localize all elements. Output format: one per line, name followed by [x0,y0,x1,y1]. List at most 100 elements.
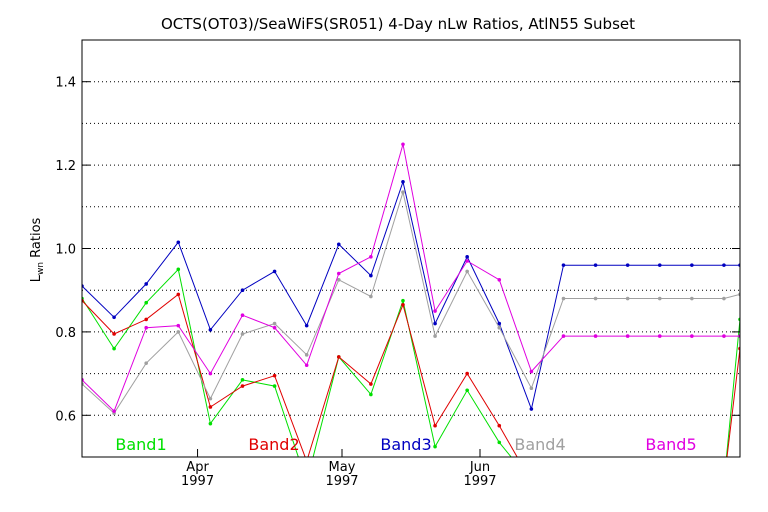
data-point-band2 [658,480,662,484]
legend-entry-band2: Band2 [248,435,299,454]
data-point-band3 [625,263,630,267]
y-axis-label-main: L [29,274,44,282]
data-point-band4 [529,386,534,390]
data-point-band1 [433,444,437,449]
data-point-band2 [690,480,694,484]
data-point-band3 [561,263,566,267]
data-point-band2 [594,480,598,484]
data-point-band4 [369,294,373,299]
data-point-band5 [304,363,309,368]
data-point-band2 [144,317,148,322]
grid-lines [82,81,740,416]
data-point-band1 [722,480,726,484]
data-point-band4 [657,296,662,301]
data-point-band1 [562,480,566,484]
data-point-band3 [690,263,694,267]
y-tick-label: 0.6 [55,409,76,424]
x-tick-month: Apr [186,460,209,475]
data-point-band1 [690,480,694,484]
data-point-band5 [561,334,566,338]
legend: Band1 Band2 Band3 Band4 Band5 [115,435,696,454]
data-point-band4 [465,269,469,274]
series-line-band1 [82,268,740,457]
data-point-band2 [272,373,277,378]
data-point-band5 [369,255,373,259]
y-axis-label: Lwn Ratios [29,217,46,282]
data-point-band2 [497,423,502,428]
data-point-band2 [176,292,181,297]
data-point-band2 [562,480,566,484]
data-point-band2 [112,332,116,336]
data-point-band4 [336,277,341,282]
data-point-band5 [144,325,148,330]
data-point-band3 [722,263,726,267]
legend-entry-band4: Band4 [514,435,565,454]
data-point-band1 [272,384,277,388]
data-point-band3 [529,407,534,411]
data-point-band5 [272,325,277,330]
data-point-band1 [176,267,181,272]
data-point-band4 [208,396,213,401]
x-tick-year: 1997 [181,474,214,489]
data-point-band5 [208,371,213,376]
data-point-band2 [305,459,309,463]
data-point-band2 [626,480,630,484]
data-point-band4 [240,332,245,336]
data-point-band4 [497,325,502,330]
data-point-band4 [176,330,181,334]
data-point-band5 [625,334,630,338]
data-point-band2 [433,423,437,428]
y-tick-label: 0.8 [55,326,76,341]
data-point-band2 [336,355,341,359]
data-point-band3 [401,179,405,184]
data-point-band3 [112,315,116,320]
data-point-band4 [625,296,630,301]
data-point-band4 [593,296,598,301]
x-tick-year: 1997 [325,474,358,489]
legend-entry-band5: Band5 [645,435,696,454]
data-point-band3 [657,263,662,267]
data-point-band4 [690,296,694,301]
data-point-band1 [594,480,598,484]
data-point-band5 [112,409,116,413]
data-point-band4 [561,296,566,301]
data-point-band1 [305,480,309,484]
data-point-band3 [433,321,437,326]
y-tick-label: 1.2 [55,159,76,174]
x-tick-year: 1997 [463,474,496,489]
data-point-band4 [272,321,277,326]
data-point-band3 [272,269,277,274]
data-point-band3 [176,240,181,245]
data-point-band1 [530,480,534,484]
series-line-band5 [82,144,740,412]
data-point-band2 [240,384,245,388]
data-point-band2 [530,480,534,484]
data-point-band5 [593,334,598,338]
data-point-band1 [208,421,213,426]
series-line-band3 [82,179,740,411]
series-line-band2 [82,293,740,457]
data-point-band5 [433,309,437,313]
data-point-band1 [144,300,148,305]
data-point-band5 [176,323,181,328]
data-point-band5 [401,142,405,147]
data-point-band2 [369,382,373,386]
data-point-band3 [208,328,213,332]
data-point-band1 [465,388,469,393]
data-point-band1 [112,346,116,351]
data-point-band3 [304,323,309,328]
x-tick-month: Jun [469,460,490,475]
data-point-band4 [304,353,309,357]
data-point-band2 [722,480,726,484]
y-tick-label: 1.4 [55,76,76,91]
data-point-band1 [240,378,245,382]
y-axis-label-sub: wn [36,262,46,275]
legend-entry-band3: Band3 [380,435,431,454]
data-point-band1 [369,392,373,397]
series-line-band4 [82,190,740,414]
y-tick-label: 1.0 [55,243,76,258]
data-point-band5 [529,369,534,374]
data-point-band2 [465,371,469,376]
